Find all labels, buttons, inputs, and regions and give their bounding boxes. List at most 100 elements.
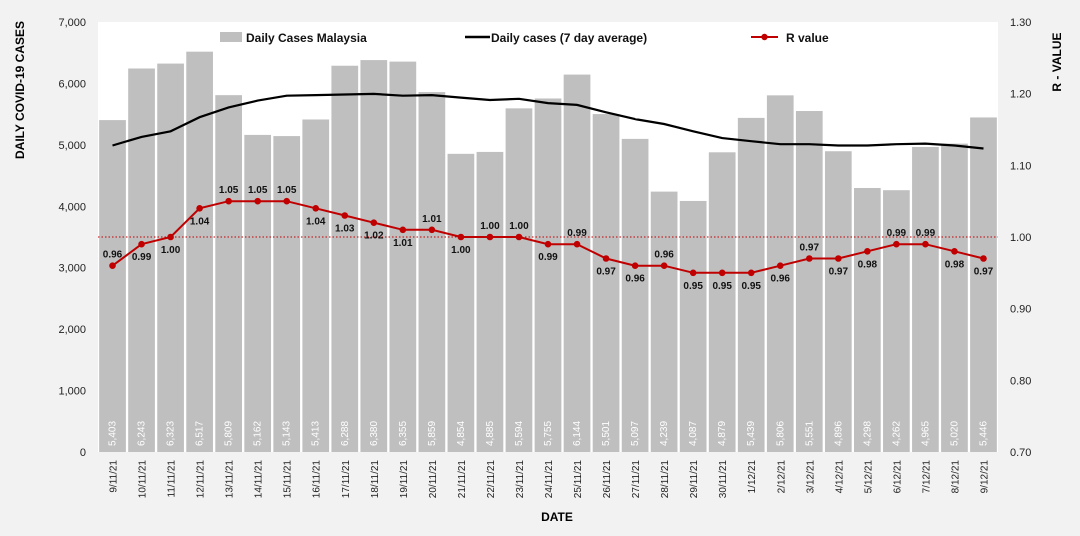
r-point-14/11/21 bbox=[254, 197, 261, 205]
r-label-30/11/21: 0.95 bbox=[712, 281, 732, 292]
average-line bbox=[112, 92, 984, 150]
r-label-11/11/21: 1.00 bbox=[161, 245, 181, 256]
bar-2/12/21 bbox=[766, 95, 794, 453]
bar-label-30/11/21: 4,879 bbox=[717, 421, 728, 446]
x-tick-5/12/21: 5/12/21 bbox=[863, 460, 874, 494]
r-label-24/11/21: 0.99 bbox=[538, 252, 558, 263]
r-point-30/11/21 bbox=[718, 269, 726, 277]
r-point-24/11/21 bbox=[544, 240, 552, 248]
bar-label-14/11/21: 5,162 bbox=[253, 421, 264, 446]
x-tick-8/12/21: 8/12/21 bbox=[950, 460, 961, 494]
x-tick-15/11/21: 15/11/21 bbox=[283, 460, 294, 499]
bar-label-9/12/21: 5,446 bbox=[978, 421, 989, 446]
r-label-22/11/21: 1.00 bbox=[480, 221, 500, 232]
bar-11/11/21 bbox=[157, 63, 184, 452]
r-point-25/11/21 bbox=[573, 240, 581, 248]
bar-label-1/12/21: 5,439 bbox=[746, 421, 757, 446]
bar-label-4/12/21: 4,896 bbox=[833, 421, 844, 446]
x-tick-20/11/21: 20/11/21 bbox=[428, 460, 439, 499]
x-tick-13/11/21: 13/11/21 bbox=[225, 460, 236, 499]
x-tick-21/11/21: 21/11/21 bbox=[457, 460, 468, 499]
r-label-29/11/21: 0.95 bbox=[683, 281, 703, 292]
r-point-7/12/21 bbox=[922, 240, 929, 248]
x-tick-18/11/21: 18/11/21 bbox=[370, 460, 381, 499]
r-point-23/11/21 bbox=[515, 233, 523, 241]
r-point-19/11/21 bbox=[399, 226, 407, 234]
bar-label-27/11/21: 5,097 bbox=[630, 421, 641, 446]
bar-label-17/11/21: 6,288 bbox=[340, 421, 351, 446]
r-point-26/11/21 bbox=[602, 255, 610, 262]
r-point-2/12/21 bbox=[776, 262, 784, 269]
y2-tick-1.10: 1.10 bbox=[1010, 160, 1031, 172]
x-tick-27/11/21: 27/11/21 bbox=[631, 460, 642, 499]
bar-30/11/21 bbox=[708, 152, 736, 453]
r-label-9/11/21: 0.96 bbox=[103, 250, 123, 261]
r-label-27/11/21: 0.96 bbox=[625, 274, 645, 285]
x-tick-12/11/21: 12/11/21 bbox=[196, 460, 207, 499]
y2-tick-1.20: 1.20 bbox=[1010, 89, 1031, 101]
r-point-12/11/21 bbox=[196, 205, 203, 212]
bar-label-2/12/21: 5,806 bbox=[775, 421, 786, 446]
r-point-9/12/21 bbox=[980, 255, 987, 262]
bar-4/12/21 bbox=[824, 151, 852, 452]
r-point-16/11/21 bbox=[312, 205, 320, 212]
y-tick-4,000: 4,000 bbox=[58, 201, 86, 213]
bar-label-23/11/21: 5,594 bbox=[514, 421, 525, 446]
bar-20/11/21 bbox=[418, 92, 446, 452]
r-label-2/12/21: 0.96 bbox=[771, 274, 791, 285]
r-point-6/12/21 bbox=[893, 240, 900, 248]
r-point-4/12/21 bbox=[835, 255, 842, 262]
r-label-17/11/21: 1.03 bbox=[335, 224, 355, 235]
bar-15/11/21 bbox=[273, 136, 301, 452]
bar-21/11/21 bbox=[447, 153, 475, 452]
x-tick-26/11/21: 26/11/21 bbox=[602, 460, 613, 499]
bar-label-20/11/21: 5,859 bbox=[427, 421, 438, 446]
bar-label-10/11/21: 6,243 bbox=[137, 421, 148, 446]
bar-28/11/21 bbox=[650, 191, 678, 452]
bar-label-7/12/21: 4,965 bbox=[920, 421, 931, 446]
bar-3/12/21 bbox=[795, 111, 823, 452]
r-label-19/11/21: 1.01 bbox=[393, 238, 413, 249]
bar-23/11/21 bbox=[505, 108, 533, 453]
x-tick-1/12/21: 1/12/21 bbox=[747, 460, 758, 494]
bar-16/11/21 bbox=[302, 119, 330, 452]
r-label-13/11/21: 1.05 bbox=[219, 185, 239, 196]
y2-tick-0.80: 0.80 bbox=[1010, 375, 1031, 387]
bar-17/11/21 bbox=[331, 65, 359, 452]
r-label-12/11/21: 1.04 bbox=[190, 216, 210, 227]
r-label-6/12/21: 0.99 bbox=[887, 228, 907, 239]
x-tick-22/11/21: 22/11/21 bbox=[486, 460, 497, 499]
r-point-20/11/21 bbox=[428, 226, 436, 234]
bar-19/11/21 bbox=[389, 61, 417, 452]
bar-label-26/11/21: 5,501 bbox=[601, 421, 612, 446]
y2-tick-1.00: 1.00 bbox=[1010, 232, 1031, 244]
x-axis-ticks: 9/11/21 10/11/21 11/11/21 12/11/21 13/11/21 1… bbox=[109, 460, 991, 499]
bar-27/11/21 bbox=[621, 138, 649, 453]
r-point-13/11/21 bbox=[225, 197, 232, 205]
x-tick-14/11/21: 14/11/21 bbox=[254, 460, 265, 499]
r-label-10/11/21: 0.99 bbox=[132, 252, 152, 263]
legend-label-r: R value bbox=[786, 31, 829, 45]
r-label-15/11/21: 1.05 bbox=[277, 185, 297, 196]
y-tick-6,000: 6,000 bbox=[58, 78, 86, 90]
bar-22/11/21 bbox=[476, 151, 504, 452]
bar-label-3/12/21: 5,551 bbox=[804, 421, 815, 446]
bar-26/11/21 bbox=[592, 114, 620, 453]
legend-marker-r bbox=[761, 33, 768, 41]
r-point-3/12/21 bbox=[805, 255, 813, 262]
r-point-8/12/21 bbox=[951, 248, 958, 255]
y2-tick-0.90: 0.90 bbox=[1010, 304, 1031, 316]
r-point-10/11/21 bbox=[138, 240, 145, 248]
bar-5/12/21 bbox=[854, 187, 881, 453]
x-tick-4/12/21: 4/12/21 bbox=[834, 460, 845, 494]
bar-label-5/12/21: 4,298 bbox=[862, 421, 873, 446]
bar-7/12/21 bbox=[912, 147, 939, 452]
legend: Daily Cases Malaysia Daily cases (7 day … bbox=[220, 31, 829, 45]
right-axis-ticks: 0.70 0.80 0.90 1.00 1.10 1.20 1.30 bbox=[1010, 17, 1031, 459]
r-point-29/11/21 bbox=[689, 269, 697, 277]
x-tick-9/12/21: 9/12/21 bbox=[979, 460, 990, 494]
bar-label-15/11/21: 5,143 bbox=[282, 421, 293, 446]
r-label-26/11/21: 0.97 bbox=[596, 267, 616, 278]
bar-label-18/11/21: 6,380 bbox=[369, 421, 380, 446]
r-label-20/11/21: 1.01 bbox=[422, 214, 442, 225]
